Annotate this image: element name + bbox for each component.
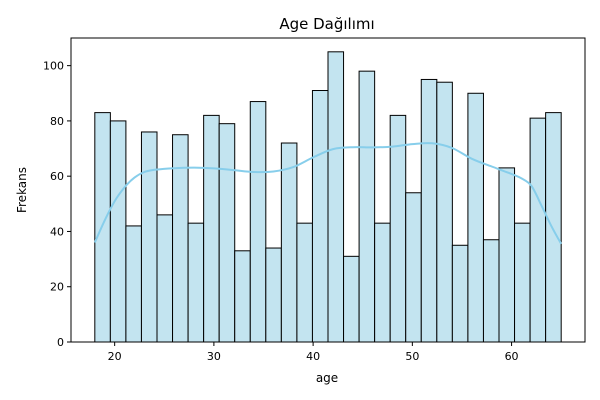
y-axis-ticks: 0 20 40 60 80 100 — [43, 60, 71, 349]
plot-area: 20 30 40 50 60 0 20 40 60 80 100 — [43, 37, 586, 363]
kde-curve — [93, 142, 563, 245]
histogram-bar — [249, 101, 267, 343]
bars-group — [94, 51, 562, 343]
histogram-bar — [374, 222, 391, 343]
histogram-bar — [311, 90, 329, 343]
histogram-bar — [234, 250, 251, 343]
histogram-bar — [327, 51, 345, 343]
y-axis-label: Frekans — [15, 167, 29, 213]
y-tick-label: 80 — [50, 115, 64, 128]
histogram-bar — [125, 225, 142, 343]
histogram-bar — [467, 92, 484, 343]
y-tick-label: 20 — [50, 281, 64, 294]
histogram-bar — [358, 70, 376, 343]
histogram-bar — [343, 255, 360, 343]
histogram-bar — [451, 244, 469, 343]
x-axis-label: age — [316, 371, 338, 385]
histogram-bar — [482, 239, 500, 343]
histogram-bar — [203, 114, 220, 343]
histogram-bar — [514, 222, 531, 343]
histogram-bar — [172, 134, 189, 343]
histogram-bar — [156, 214, 174, 343]
histogram-bar — [140, 131, 158, 343]
histogram-bar — [529, 117, 547, 343]
histogram-bar — [420, 78, 438, 343]
x-tick-label: 30 — [207, 350, 221, 363]
histogram-bar — [109, 120, 127, 343]
y-tick-label: 60 — [50, 170, 64, 183]
histogram-bar — [218, 123, 236, 343]
histogram-bar — [498, 167, 516, 343]
plot-frame — [70, 37, 586, 343]
histogram-bar — [280, 142, 298, 343]
histogram-bar — [436, 81, 453, 343]
x-tick-label: 40 — [306, 350, 320, 363]
x-tick-label: 50 — [405, 350, 419, 363]
x-axis-ticks: 20 30 40 50 60 — [108, 342, 519, 363]
chart-title: Age Dağılımı — [279, 15, 374, 33]
histogram-bar — [405, 192, 422, 343]
histogram-bar — [545, 112, 562, 343]
y-tick-label: 40 — [50, 225, 64, 238]
y-tick-label: 100 — [43, 60, 64, 73]
histogram-bar — [389, 114, 407, 343]
histogram-bar — [187, 222, 205, 343]
y-tick-label: 0 — [57, 336, 64, 349]
histogram-bar — [296, 222, 313, 343]
x-tick-label: 60 — [505, 350, 519, 363]
histogram-bar — [265, 247, 282, 343]
x-tick-label: 20 — [108, 350, 122, 363]
